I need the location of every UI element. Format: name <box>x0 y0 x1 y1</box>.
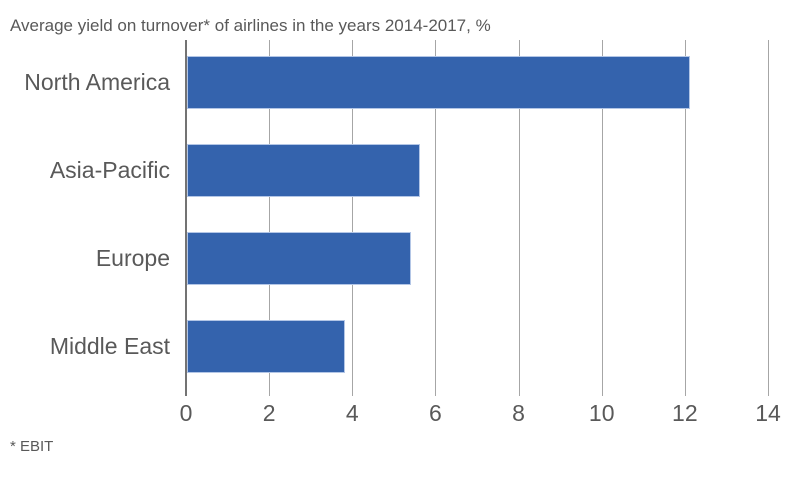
x-tick-label-0: 0 <box>179 400 193 426</box>
y-axis-line <box>185 40 187 396</box>
bar-north-america <box>187 56 690 109</box>
footnote: * EBIT <box>10 438 54 455</box>
gridline-x-6 <box>435 40 437 396</box>
plot-area <box>185 40 769 396</box>
gridline-x-8 <box>518 40 520 396</box>
category-label-asia-pacific: Asia-Pacific <box>49 157 170 183</box>
bar-middle-east <box>187 320 345 373</box>
gridline-x-10 <box>601 40 603 396</box>
gridline-x-12 <box>684 40 686 396</box>
x-tick-label-2: 2 <box>262 400 276 426</box>
x-tick-label-8: 8 <box>512 400 525 426</box>
x-tick-label-14: 14 <box>755 400 781 426</box>
gridline-x-14 <box>768 40 769 396</box>
x-tick-label-4: 4 <box>345 400 359 426</box>
bar-asia-pacific <box>187 144 420 197</box>
gridline-x-4 <box>352 40 354 396</box>
x-tick-label-10: 10 <box>588 400 615 426</box>
category-label-europe: Europe <box>95 245 170 271</box>
category-label-middle-east: Middle East <box>49 333 170 359</box>
bar-europe <box>187 232 412 285</box>
chart-title: Average yield on turnover* of airlines i… <box>10 16 491 35</box>
gridline-x-2 <box>269 40 271 396</box>
x-tick-label-6: 6 <box>429 400 442 426</box>
category-label-north-america: North America <box>24 69 170 95</box>
x-tick-label-12: 12 <box>672 400 698 426</box>
